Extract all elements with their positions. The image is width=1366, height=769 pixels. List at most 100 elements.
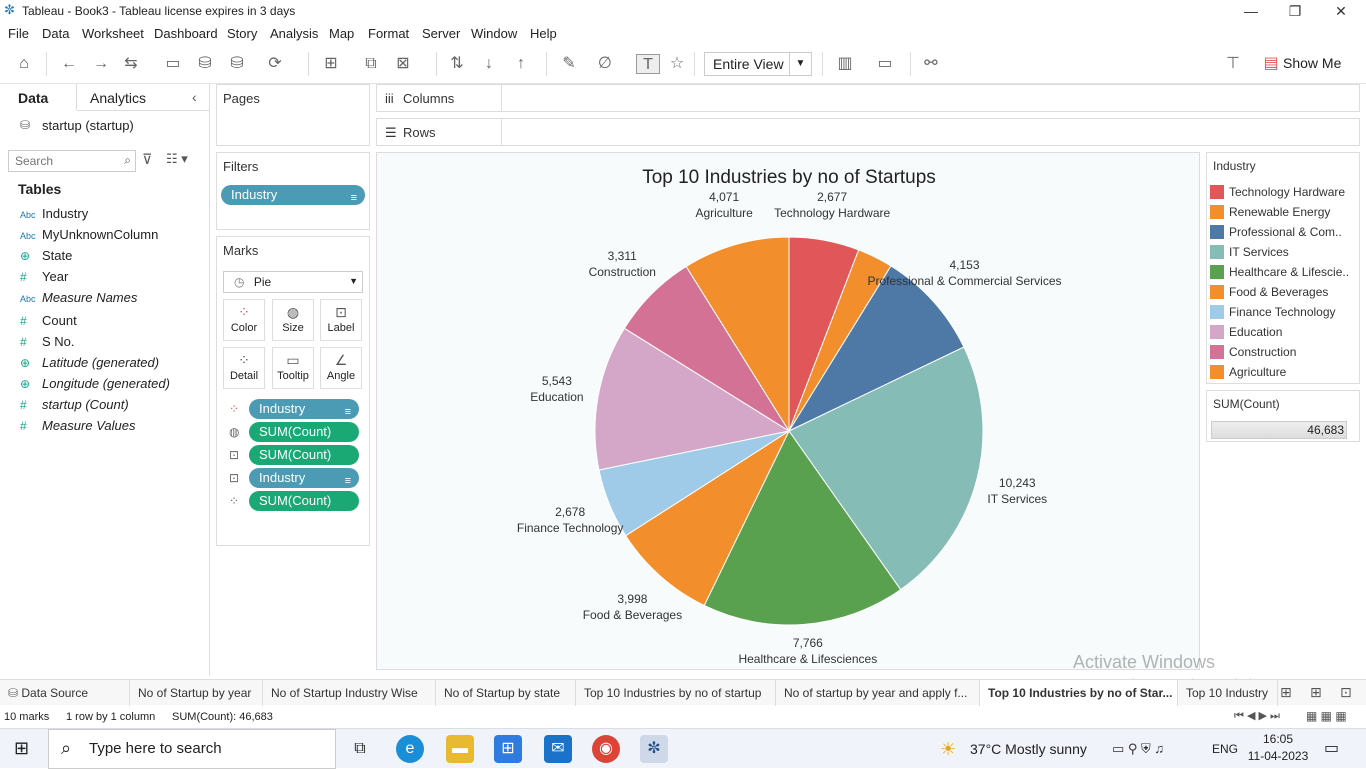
legend-item[interactable]: IT Services xyxy=(1210,245,1289,259)
legend-item[interactable]: Technology Hardware xyxy=(1210,185,1345,199)
tab-top10-industries-active[interactable]: Top 10 Industries by no of Star... xyxy=(980,680,1178,706)
legend-item[interactable]: Finance Technology xyxy=(1210,305,1336,319)
redo-icon[interactable]: → xyxy=(93,55,109,72)
new-worksheet-icon[interactable]: ⊞ xyxy=(1280,684,1292,700)
undo-icon[interactable]: ← xyxy=(61,55,77,72)
pages-shelf[interactable]: Pages xyxy=(216,84,370,146)
refresh-icon[interactable]: ⟳ xyxy=(268,55,282,72)
detail-button[interactable]: ⁘ Detail xyxy=(223,347,265,389)
tab-analytics[interactable]: Analytics xyxy=(90,90,147,106)
pin-icon[interactable]: ☆ xyxy=(669,55,685,72)
collapse-pane-icon[interactable]: ‹ xyxy=(192,89,197,105)
tooltip-button[interactable]: ▭ Tooltip xyxy=(272,347,314,389)
legend-item[interactable]: Education xyxy=(1210,325,1282,339)
share-icon[interactable]: ⚯ xyxy=(924,55,938,72)
file-explorer-icon[interactable]: ▬ xyxy=(446,735,474,763)
pie-slice[interactable] xyxy=(624,429,791,607)
tab-startup-by-year[interactable]: No of Startup by year xyxy=(130,680,263,706)
menu-window[interactable]: Window xyxy=(471,26,518,41)
legend-item[interactable]: Healthcare & Lifescie.. xyxy=(1210,265,1349,279)
show-cards-icon[interactable]: ▥ xyxy=(837,55,853,72)
menu-server[interactable]: Server xyxy=(422,26,461,41)
maximize-button[interactable]: ❐ xyxy=(1288,3,1302,19)
sheet-sorter-icon[interactable]: ▦ ▦ ▦ xyxy=(1306,709,1347,723)
new-story-icon[interactable]: ⊡ xyxy=(1340,684,1352,700)
sort-ascending-icon[interactable]: ↓ xyxy=(485,55,493,72)
pause-updates-icon[interactable]: ⛁ xyxy=(230,55,244,72)
field-item[interactable]: # Count xyxy=(20,313,77,328)
field-item[interactable]: ⊕ Latitude (generated) xyxy=(20,355,159,370)
pie-chart[interactable] xyxy=(377,153,1201,671)
clock-time[interactable]: 16:05 xyxy=(1262,732,1294,746)
pie-slice[interactable] xyxy=(788,346,984,591)
tab-data[interactable]: Data xyxy=(18,90,49,106)
taskbar-search[interactable]: ⌕ Type here to search xyxy=(48,729,336,769)
menu-help[interactable]: Help xyxy=(530,26,557,41)
legend-item[interactable]: Professional & Com.. xyxy=(1210,225,1342,239)
weather-text[interactable]: 37°C Mostly sunny xyxy=(970,741,1087,757)
menu-analysis[interactable]: Analysis xyxy=(270,26,319,41)
chrome-icon[interactable]: ◉ xyxy=(592,735,620,763)
menu-worksheet[interactable]: Worksheet xyxy=(82,26,144,41)
filter-icon[interactable]: ⊽ xyxy=(142,151,153,167)
color-button[interactable]: ⁘ Color xyxy=(223,299,265,341)
legend-item[interactable]: Agriculture xyxy=(1210,365,1286,379)
new-datasource-icon[interactable]: ⛁ xyxy=(198,55,212,72)
pie-slice[interactable] xyxy=(787,265,965,433)
new-worksheet-icon[interactable]: ⊞ xyxy=(324,55,338,72)
view-list-icon[interactable]: ☷ ▾ xyxy=(166,151,188,166)
tab-data-source[interactable]: ⛁ Data Source xyxy=(0,680,130,706)
menu-file[interactable]: File xyxy=(8,26,29,41)
tab-startup-industry-wise[interactable]: No of Startup Industry Wise xyxy=(263,680,436,706)
field-item[interactable]: # S No. xyxy=(20,334,75,349)
new-dashboard-icon[interactable]: ⊞ xyxy=(1310,684,1322,700)
sheet-navigation-icon[interactable]: ⏮ ◀ ▶ ⏭ xyxy=(1234,710,1280,722)
duplicate-icon[interactable]: ⧉ xyxy=(365,55,377,72)
pin-dashboard-icon[interactable]: ⊤ xyxy=(1226,55,1240,72)
menu-map[interactable]: Map xyxy=(329,26,355,41)
system-tray-icons[interactable]: ▭ ⚲ ⛨ ♫ xyxy=(1112,741,1165,756)
label-button[interactable]: ⊡ Label xyxy=(320,299,362,341)
show-labels-icon[interactable]: T xyxy=(636,54,660,74)
clear-sheet-icon[interactable]: ⊠ xyxy=(396,55,410,72)
save-icon[interactable]: ▭ xyxy=(165,55,181,72)
replay-icon[interactable]: ⇆ xyxy=(124,55,138,72)
size-button[interactable]: ◍ Size xyxy=(272,299,314,341)
filter-pill-industry[interactable]: Industry ≡ xyxy=(221,185,365,205)
field-item[interactable]: # startup (Count) xyxy=(20,397,129,412)
pie-slice[interactable] xyxy=(594,327,791,471)
task-view-icon[interactable]: ⧉ xyxy=(354,740,366,757)
angle-button[interactable]: ∠ Angle xyxy=(320,347,362,389)
rows-shelf[interactable]: ☰ Rows xyxy=(376,118,1360,146)
field-item[interactable]: Abc Measure Names xyxy=(20,290,137,305)
home-icon[interactable]: ⌂ xyxy=(19,55,29,72)
marks-pill-industry-color[interactable]: Industry ≡ xyxy=(249,399,359,419)
pie-slice[interactable] xyxy=(685,236,790,433)
marks-pill-sum-count-label[interactable]: SUM(Count) xyxy=(249,445,359,465)
legend-item[interactable]: Food & Beverages xyxy=(1210,285,1328,299)
show-me-icon[interactable]: ▤ xyxy=(1263,55,1279,72)
windows-start-icon[interactable]: ⊞ xyxy=(14,738,30,758)
sort-descending-icon[interactable]: ↑ xyxy=(517,55,525,72)
search-box[interactable]: ⌕ xyxy=(8,150,136,172)
field-item[interactable]: Abc MyUnknownColumn xyxy=(20,227,158,242)
presentation-icon[interactable]: ▭ xyxy=(877,55,893,72)
highlight-icon[interactable]: ✎ xyxy=(562,55,576,72)
tab-startup-by-state[interactable]: No of Startup by state xyxy=(436,680,576,706)
field-item[interactable]: # Measure Values xyxy=(20,418,135,433)
tab-startup-by-year-apply[interactable]: No of startup by year and apply f... xyxy=(776,680,980,706)
field-item[interactable]: # Year xyxy=(20,269,68,284)
menu-format[interactable]: Format xyxy=(368,26,410,41)
minimize-button[interactable]: — xyxy=(1244,3,1258,19)
search-input[interactable] xyxy=(15,152,115,170)
mail-icon[interactable]: ✉ xyxy=(544,735,572,763)
field-item[interactable]: ⊕ Longitude (generated) xyxy=(20,376,170,391)
pie-slice[interactable] xyxy=(703,430,902,626)
store-icon[interactable]: ⊞ xyxy=(494,735,522,763)
chart-view[interactable]: Top 10 Industries by no of Startups 2,67… xyxy=(376,152,1200,670)
datasource-name[interactable]: startup (startup) xyxy=(42,118,134,133)
swap-icon[interactable]: ⇅ xyxy=(450,55,464,72)
mark-type-select[interactable]: ◷ Pie ▼ xyxy=(223,271,363,293)
language-indicator[interactable]: ENG xyxy=(1212,742,1239,756)
marks-pill-sum-count-angle[interactable]: SUM(Count) xyxy=(249,491,359,511)
